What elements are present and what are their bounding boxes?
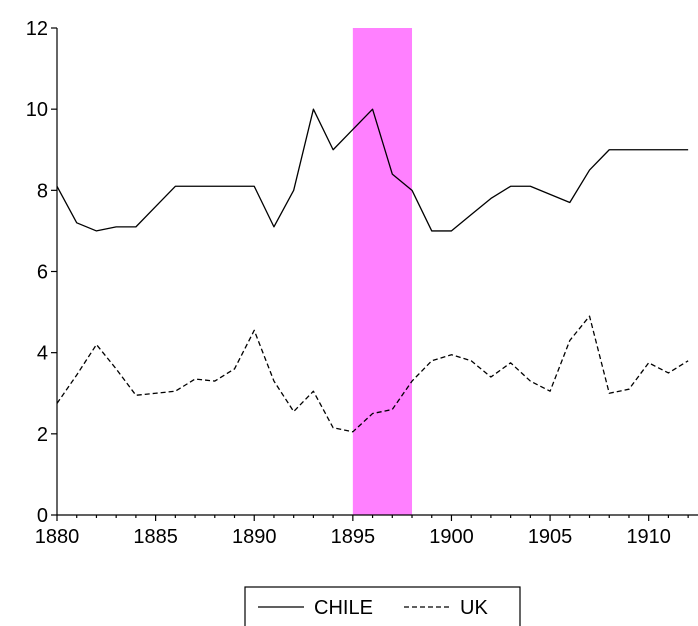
x-tick-label: 1890 bbox=[232, 526, 277, 548]
x-tick-label: 1895 bbox=[331, 526, 376, 548]
y-tick-label: 8 bbox=[37, 180, 48, 202]
series-lines bbox=[56, 108, 689, 433]
y-tick-label: 2 bbox=[37, 424, 48, 446]
x-tick-label: 1885 bbox=[133, 526, 178, 548]
x-tick-label: 1900 bbox=[429, 526, 474, 548]
y-tick-label: 4 bbox=[37, 343, 48, 365]
shaded-regions bbox=[352, 28, 413, 515]
x-tick-label: 1880 bbox=[35, 526, 80, 548]
y-tick-label: 10 bbox=[26, 99, 48, 121]
x-tick-label: 1905 bbox=[528, 526, 573, 548]
legend: CHILE UK bbox=[244, 586, 521, 626]
y-tick-label: 12 bbox=[26, 18, 48, 40]
y-tick-label: 6 bbox=[37, 262, 48, 284]
legend-label-chile: CHILE bbox=[314, 597, 373, 619]
x-tick-label: 1910 bbox=[626, 526, 671, 548]
axes: 0 2 4 6 8 10 12 1880 1885 1890 1895 1900 1905 1910 bbox=[26, 18, 698, 548]
shaded-region bbox=[352, 28, 413, 515]
y-tick-label: 0 bbox=[37, 505, 48, 527]
series-line-uk bbox=[56, 315, 689, 433]
legend-label-uk: UK bbox=[460, 597, 488, 619]
series-line-chile bbox=[56, 108, 689, 232]
